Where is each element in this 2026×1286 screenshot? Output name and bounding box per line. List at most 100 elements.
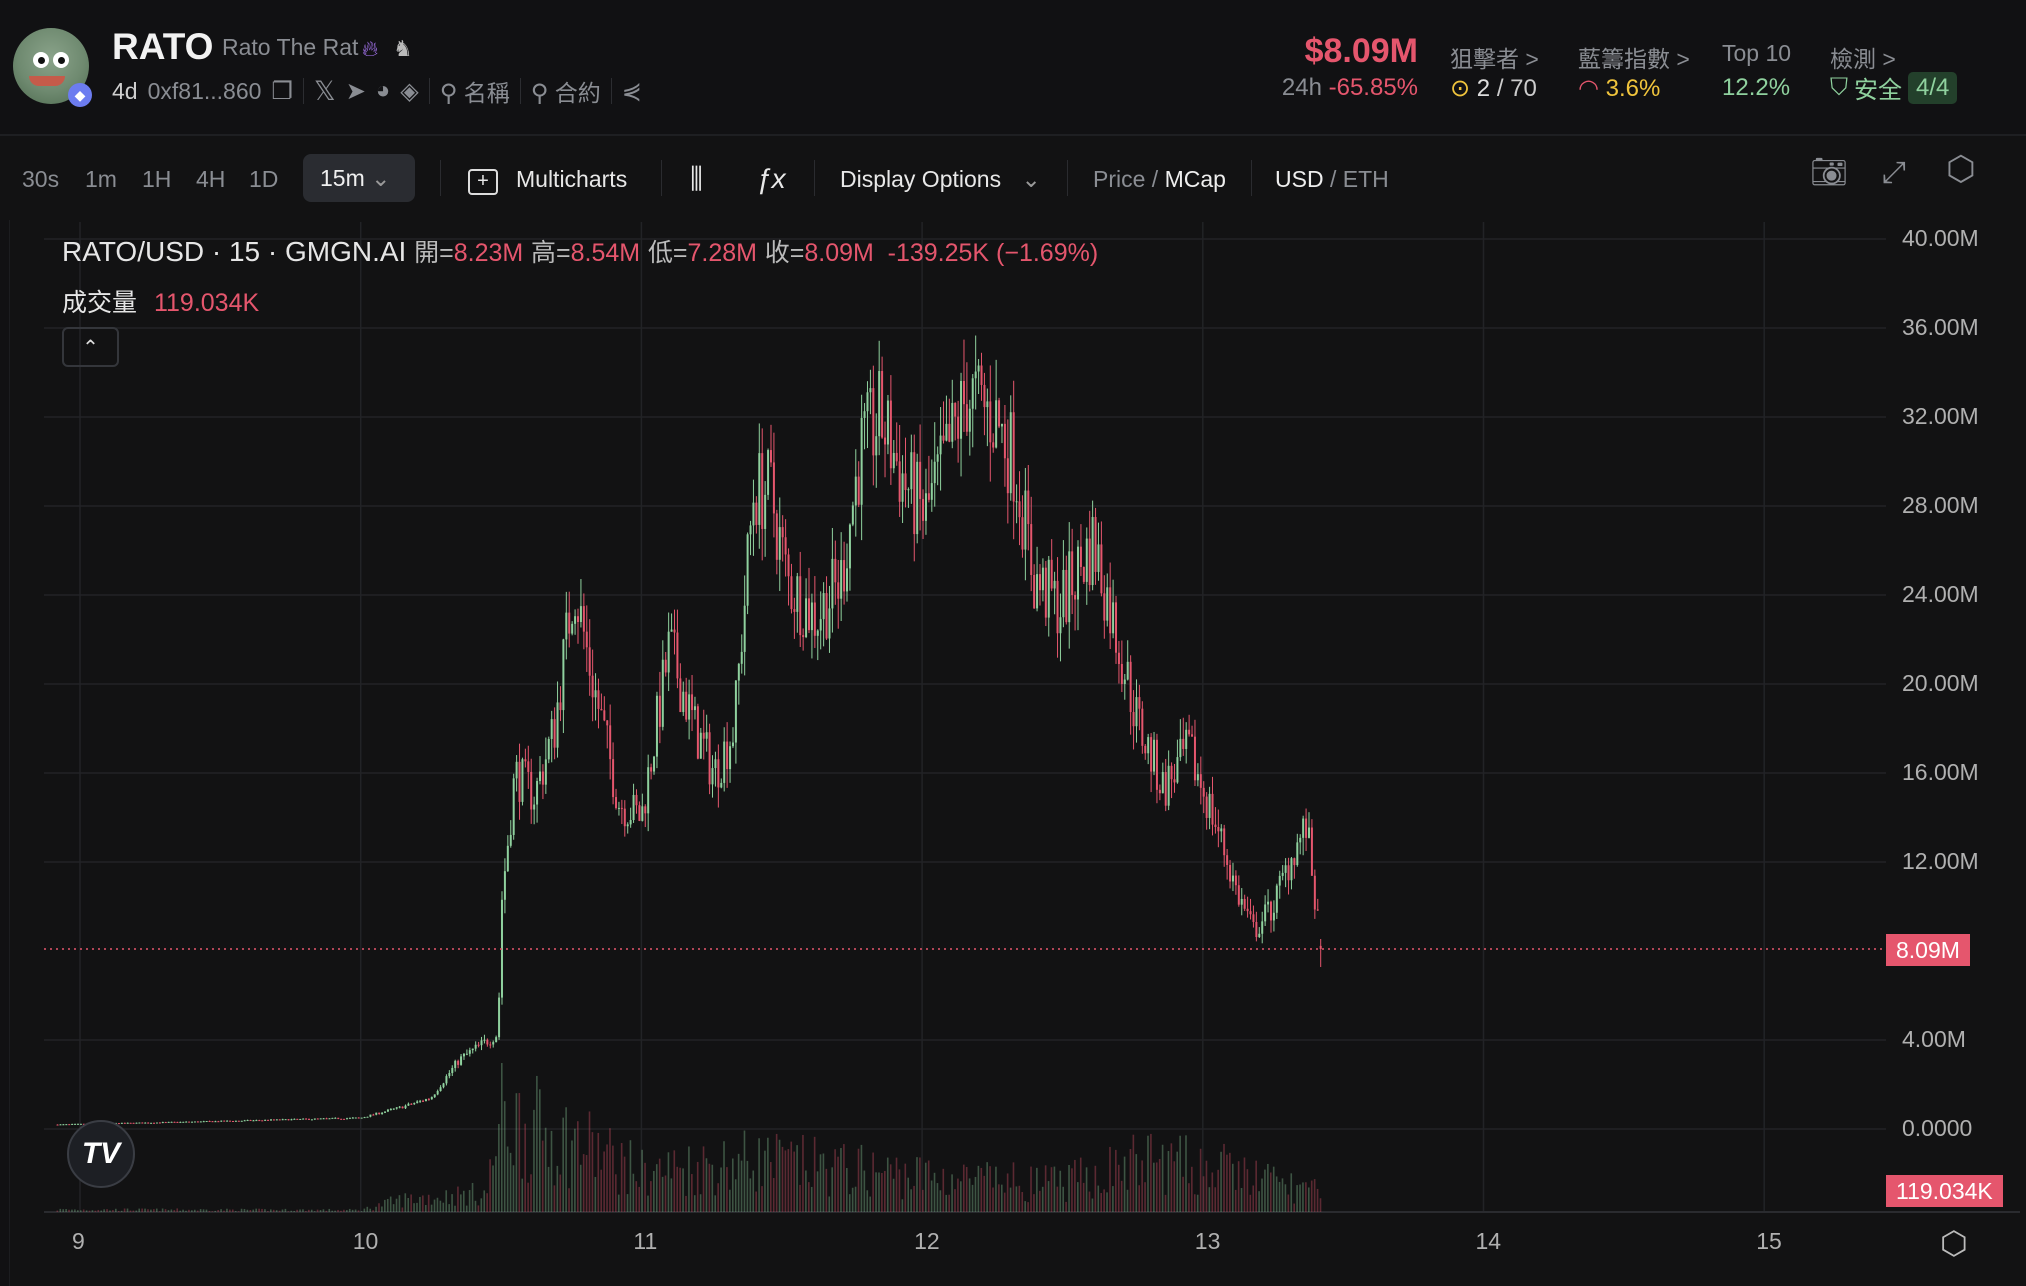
share-icon[interactable]: ⋞ — [621, 77, 642, 105]
volume-bar — [764, 1150, 766, 1212]
volume-bar — [170, 1209, 173, 1212]
candle-style-icon[interactable]: ⫼ — [690, 163, 703, 194]
candle-body — [544, 759, 547, 785]
volume-bar — [202, 1209, 205, 1212]
snipers-link[interactable]: 狙擊者 > — [1450, 46, 1539, 72]
bluechip-link[interactable]: 藍籌指數 > — [1578, 46, 1690, 72]
timeframe-1d[interactable]: 1D — [249, 166, 279, 192]
candle-body — [1290, 858, 1293, 881]
audit-link[interactable]: 檢測 > — [1830, 46, 1896, 72]
timeframe-4h[interactable]: 4H — [196, 166, 226, 192]
search-contract-button[interactable]: ⚲ 合約 — [531, 74, 601, 108]
candle-body — [366, 1116, 369, 1118]
dex-icon[interactable]: ◈ — [400, 77, 419, 105]
volume-bar — [655, 1164, 658, 1212]
candle-body — [1030, 524, 1033, 575]
collapse-legend-button[interactable]: ⌃ — [62, 327, 119, 367]
candle-body — [1085, 538, 1088, 582]
volume-bar — [1047, 1181, 1050, 1212]
candle-body — [272, 1119, 275, 1121]
candle-body — [632, 794, 635, 821]
candle-body — [1079, 546, 1082, 567]
candle-body — [524, 759, 527, 762]
volume-bar — [120, 1210, 123, 1212]
volume-bar — [77, 1210, 79, 1212]
y-tick-label: 36.00M — [1902, 314, 1979, 340]
volume-bar — [743, 1130, 746, 1212]
volume-bar — [126, 1208, 129, 1212]
candle-body — [872, 388, 875, 456]
chart-site-icon[interactable]: ◕ — [375, 77, 391, 104]
candle-body — [442, 1083, 445, 1088]
candle-body — [612, 759, 615, 798]
timeframe-30s[interactable]: 30s — [22, 166, 60, 192]
eth-option[interactable]: ETH — [1342, 166, 1389, 192]
volume-bar — [1129, 1149, 1132, 1212]
candlestick-chart[interactable] — [0, 220, 2026, 1286]
volume-bar — [252, 1209, 255, 1212]
candle-body — [74, 1123, 77, 1125]
timeframe-dropdown[interactable]: 15m ⌄ — [303, 154, 415, 202]
volume-bar — [1176, 1151, 1179, 1212]
drawing-toolbar[interactable] — [0, 220, 10, 1286]
volume-bar — [693, 1195, 696, 1212]
volume-bar — [688, 1146, 690, 1212]
volume-bar — [424, 1205, 427, 1212]
volume-bar — [480, 1198, 483, 1212]
timeframe-1h[interactable]: 1H — [142, 166, 172, 192]
fullscreen-icon[interactable]: ⤢ — [1882, 156, 1906, 189]
price-mcap-toggle[interactable]: Price / MCap — [1093, 166, 1226, 192]
candle-body — [749, 525, 752, 535]
volume-bar — [889, 1164, 892, 1212]
price-option[interactable]: Price — [1093, 166, 1146, 192]
volume-bar — [337, 1209, 339, 1212]
search-name-button[interactable]: ⚲ 名稱 — [440, 74, 510, 108]
volume-bar — [866, 1190, 869, 1212]
volume-bar — [316, 1209, 319, 1212]
mcap-option[interactable]: MCap — [1164, 166, 1226, 192]
candle-body — [258, 1120, 261, 1122]
usd-option[interactable]: USD — [1275, 166, 1324, 192]
candle-body — [246, 1120, 249, 1122]
volume-bar — [942, 1168, 945, 1212]
currency-toggle[interactable]: USD / ETH — [1275, 166, 1389, 192]
volume-bar — [676, 1166, 679, 1212]
display-options-dropdown[interactable]: Display Options ⌄ — [840, 166, 1041, 192]
volume-bar — [100, 1210, 103, 1212]
volume-bar — [427, 1194, 430, 1212]
volume-bar — [147, 1209, 149, 1212]
x-tick-label: 10 — [352, 1228, 379, 1254]
volume-bar — [1179, 1135, 1181, 1212]
y-tick-label: 24.00M — [1902, 581, 1979, 607]
volume-bar — [1106, 1192, 1108, 1212]
token-address[interactable]: 0xf81...860 — [147, 77, 262, 104]
tradingview-logo[interactable]: TV — [67, 1120, 135, 1188]
candle-body — [729, 746, 732, 770]
x-icon[interactable]: 𝕏 — [313, 75, 336, 106]
axis-settings-icon[interactable]: ⬡ — [1940, 1225, 1968, 1261]
settings-gear-icon[interactable]: ⬡ — [1946, 150, 1976, 188]
candle-body — [1299, 837, 1302, 843]
candle-body — [1112, 602, 1115, 634]
volume-bar — [831, 1167, 833, 1212]
candle-body — [322, 1118, 325, 1120]
volume-bar — [518, 1093, 521, 1212]
telegram-icon[interactable]: ➤ — [345, 77, 366, 105]
y-tick-label: 28.00M — [1902, 492, 1979, 518]
multicharts-button[interactable]: + Multicharts — [468, 166, 627, 195]
camera-icon[interactable]: 📷︎ — [1810, 156, 1849, 189]
candle-body — [1305, 818, 1308, 838]
copy-icon[interactable]: ❐ — [271, 77, 293, 105]
volume-bar — [828, 1196, 831, 1212]
indicators-fx-icon[interactable]: ƒx — [756, 163, 786, 194]
candle-body — [495, 1037, 498, 1043]
candle-body — [1316, 909, 1319, 911]
volume-bar — [591, 1132, 594, 1212]
timeframe-1m[interactable]: 1m — [85, 166, 117, 192]
volume-bar — [308, 1209, 310, 1212]
volume-bar — [495, 1156, 497, 1212]
volume-bar — [243, 1208, 246, 1212]
volume-bar — [144, 1208, 146, 1212]
volume-bar — [653, 1170, 655, 1212]
candle-body — [691, 694, 694, 711]
